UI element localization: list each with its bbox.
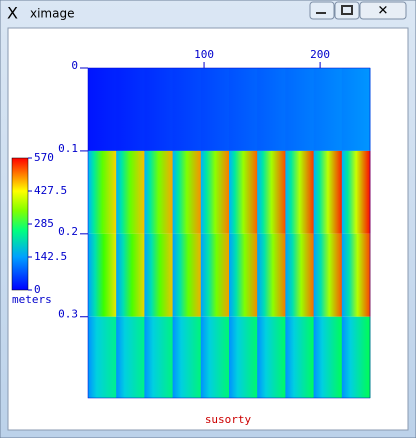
image-cell xyxy=(200,233,230,317)
image-cell xyxy=(88,150,117,234)
y-tick-label: 0.1 xyxy=(58,142,78,155)
image-cell xyxy=(285,233,315,317)
image-cell xyxy=(200,316,230,398)
colorbar-tick-label: 570 xyxy=(34,151,54,164)
close-button[interactable] xyxy=(359,1,407,20)
colorbar-tick-label: 285 xyxy=(34,217,54,230)
image-cell xyxy=(229,150,258,234)
image-cell xyxy=(88,233,117,317)
image-cell xyxy=(88,68,117,151)
image-cell xyxy=(172,233,202,317)
x-tick-label: 200 xyxy=(310,48,330,61)
maximize-icon xyxy=(341,5,353,15)
image-cell xyxy=(285,150,315,234)
y-tick-label: 0.2 xyxy=(58,225,78,238)
image-cell xyxy=(229,316,258,398)
image-cell xyxy=(116,68,145,151)
image-cell xyxy=(257,68,286,151)
y-tick-label: 0.3 xyxy=(58,308,78,321)
image-cell xyxy=(88,316,117,398)
image-cell xyxy=(285,316,315,398)
image-cell xyxy=(172,316,202,398)
image-cell xyxy=(341,233,371,317)
image-cell xyxy=(257,233,286,317)
image-cell xyxy=(116,150,145,234)
colorbar xyxy=(11,157,29,291)
image-cell xyxy=(172,68,202,151)
colorbar-label: meters xyxy=(12,293,52,306)
minimize-button[interactable] xyxy=(309,1,335,20)
app-icon: X xyxy=(7,4,18,23)
x-axis-label: susorty xyxy=(205,413,252,426)
plot-frame xyxy=(87,67,371,399)
image-cell xyxy=(229,68,258,151)
image-cell xyxy=(257,316,286,398)
image-cell xyxy=(200,150,230,234)
image-cell xyxy=(313,316,343,398)
image-cell xyxy=(313,150,343,234)
image-cell xyxy=(200,68,230,151)
x-tick-label: 100 xyxy=(194,48,214,61)
image-cell xyxy=(172,150,202,234)
close-icon: ✕ xyxy=(378,4,389,19)
y-tick-label: 0 xyxy=(71,59,78,72)
image-cell xyxy=(144,233,174,317)
image-cell xyxy=(144,150,174,234)
colorbar-tick-label: 0 xyxy=(34,283,41,296)
maximize-button[interactable] xyxy=(334,1,360,20)
image-plot xyxy=(88,68,371,398)
image-cell xyxy=(341,150,371,234)
image-cell xyxy=(257,150,286,234)
image-cell xyxy=(341,316,371,398)
colorbar-tick-label: 142.5 xyxy=(34,250,67,263)
image-cell xyxy=(116,233,145,317)
window-title: ximage xyxy=(30,7,74,21)
image-cell xyxy=(144,316,174,398)
image-cell xyxy=(341,68,371,151)
colorbar-tick-label: 427.5 xyxy=(34,184,67,197)
image-cell xyxy=(285,68,315,151)
minimize-icon xyxy=(316,12,326,14)
image-cell xyxy=(313,233,343,317)
image-cell xyxy=(144,68,174,151)
image-cell xyxy=(313,68,343,151)
image-cell xyxy=(229,233,258,317)
image-cell xyxy=(116,316,145,398)
